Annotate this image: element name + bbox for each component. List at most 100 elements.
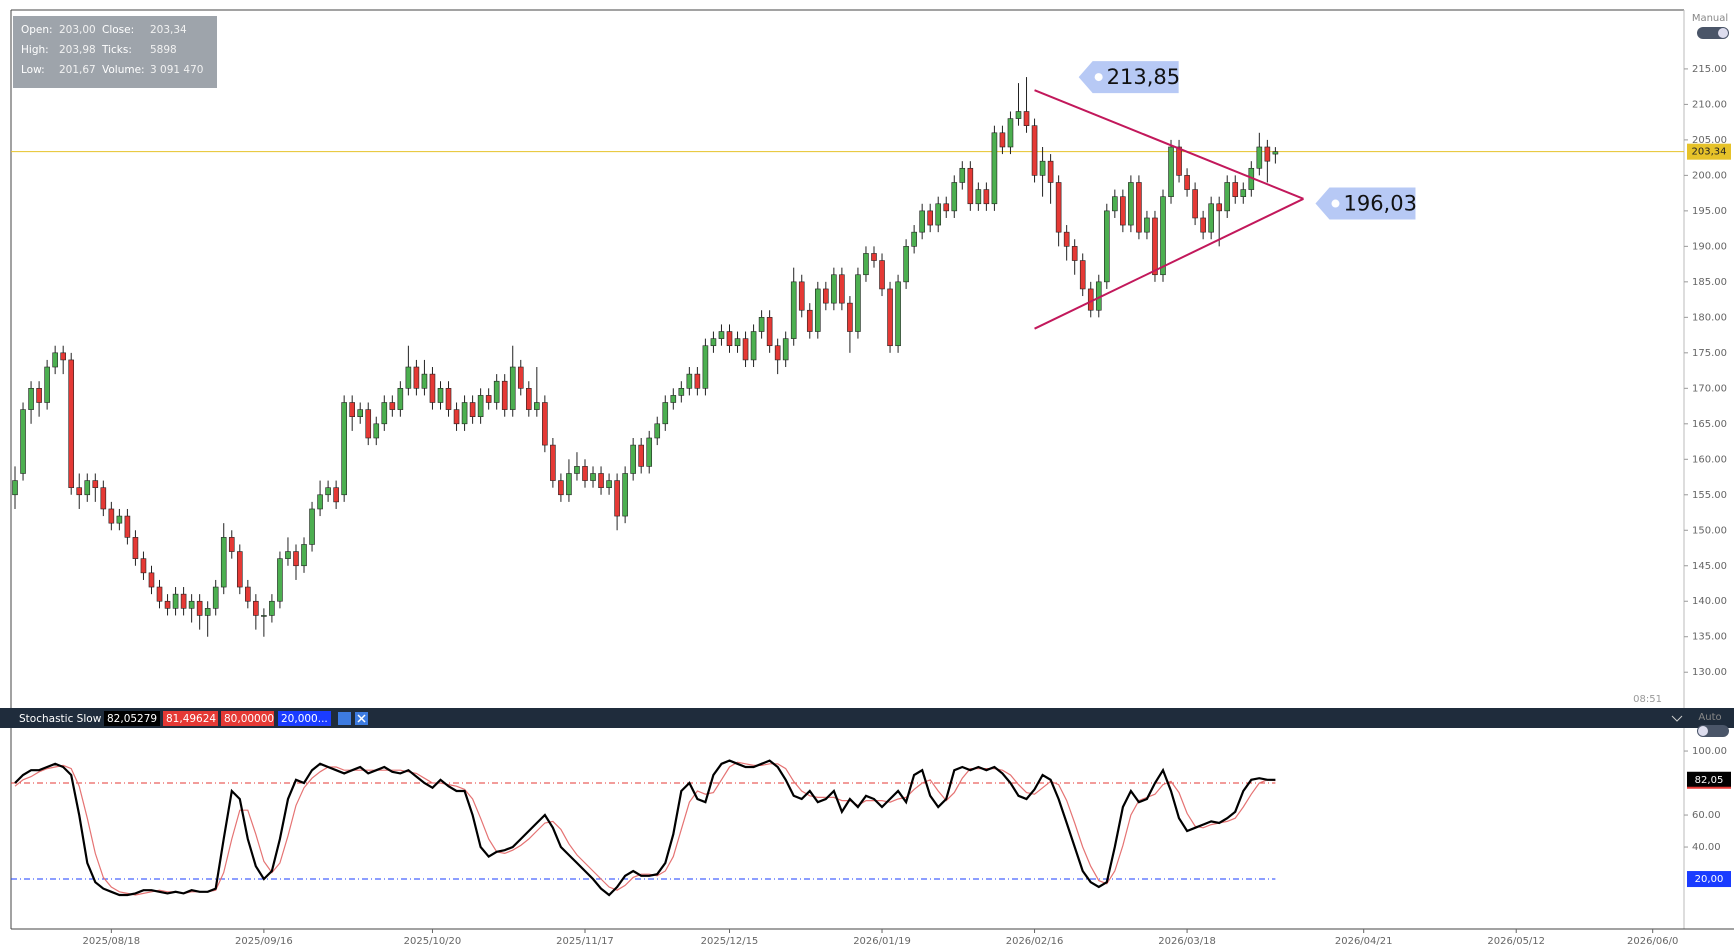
stochastic-line (14, 761, 1276, 896)
candle-body (798, 281, 805, 311)
candle-body (309, 508, 315, 545)
candle-body (630, 444, 636, 474)
candle-body (36, 388, 42, 403)
candle-body (76, 487, 83, 496)
candle-body (582, 466, 588, 481)
candle-body (598, 473, 604, 488)
candle-body (662, 402, 669, 425)
candle-body (60, 352, 66, 361)
callout-dot (1331, 199, 1340, 208)
candle-body (1031, 125, 1038, 176)
candle-body (1015, 111, 1022, 119)
candle-body (20, 409, 26, 474)
toggle-knob (1698, 726, 1708, 736)
candle-body (1264, 146, 1271, 162)
candle-body (341, 402, 347, 496)
x-tick-label: 2026/03/18 (1158, 936, 1216, 947)
candle-body (277, 558, 283, 602)
candle-body (421, 373, 428, 389)
candle-body (927, 210, 933, 226)
y-tick-label: 60.00 (1692, 810, 1721, 821)
candle-body (1240, 189, 1247, 197)
indicator-legend: Stochastic Slow 82,05279 81,49624 80,000… (19, 711, 1683, 726)
candle-body (566, 473, 572, 496)
candle-body (1023, 111, 1030, 126)
y-tick-label: 190.00 (1692, 241, 1727, 252)
indicator-title: Stochastic Slow (19, 713, 102, 725)
candle-body (574, 466, 580, 474)
y-tick-label: 155.00 (1692, 490, 1727, 501)
candle-body (453, 409, 460, 425)
last-k-label: 82,05 (1695, 775, 1724, 786)
y-tick-label: 205.00 (1692, 135, 1727, 146)
candle-body (437, 388, 444, 403)
candle-body (269, 600, 275, 616)
candle-body (1144, 217, 1150, 233)
candle-body (1176, 146, 1182, 176)
callout-label: 213,85 (1107, 65, 1180, 89)
x-tick-label: 2026/04/21 (1335, 936, 1393, 947)
info-label: Low: (21, 64, 45, 76)
candle-body (236, 551, 243, 588)
candle-body (967, 167, 974, 205)
candle-body (871, 253, 877, 261)
candle-body (1208, 203, 1214, 233)
trendline (1034, 197, 1304, 330)
collapse-icon[interactable] (1671, 715, 1683, 722)
info-label: Volume: (102, 64, 145, 76)
y-tick-label: 175.00 (1692, 348, 1727, 359)
x-tick-label: 2025/10/20 (404, 936, 462, 947)
candle-body (1039, 160, 1046, 176)
candle-body (1055, 182, 1062, 233)
candle-body (108, 508, 115, 524)
candle-body (1112, 196, 1118, 212)
candle-body (525, 388, 532, 410)
candle-body (831, 274, 837, 304)
candle-body (782, 338, 789, 361)
close-icon (357, 714, 366, 723)
candle-body (389, 402, 396, 410)
d-badge (163, 711, 218, 726)
candle-body (814, 288, 821, 332)
x-tick-label: 2026/02/16 (1006, 936, 1064, 947)
last-price-label: 203,34 (1692, 147, 1727, 158)
candle-body (702, 345, 709, 389)
y-tick-label: 145.00 (1692, 561, 1727, 572)
info-value: 203,00 (59, 24, 96, 36)
candle-body (863, 253, 869, 276)
candle-body (212, 586, 219, 609)
y-tick-label: 185.00 (1692, 277, 1727, 288)
candle-body (903, 246, 909, 283)
candle-body (550, 444, 556, 481)
candle-body (1007, 118, 1014, 148)
stochastic-line (14, 759, 1276, 897)
candle-body (172, 593, 179, 609)
candle-body (493, 380, 500, 403)
candle-body (983, 189, 990, 205)
candle-body (509, 366, 516, 410)
y-tick-label: 160.00 (1692, 454, 1727, 465)
callout (1078, 61, 1179, 94)
candle-body (1087, 288, 1094, 311)
candle-body (413, 366, 420, 389)
settings-button[interactable] (338, 712, 351, 725)
y-tick-label: 195.00 (1692, 206, 1727, 217)
callout-dot (1094, 73, 1103, 82)
candle-body (1128, 182, 1134, 226)
candle-body (1200, 217, 1206, 233)
candle-body (220, 537, 227, 588)
y-tick-label: 100.00 (1692, 746, 1727, 757)
candle-body (766, 317, 773, 347)
x-tick-label: 2025/12/15 (701, 936, 759, 947)
info-label: Open: (21, 24, 53, 36)
candle-body (477, 395, 484, 418)
candle-body (501, 380, 508, 410)
candle-body (1071, 246, 1078, 261)
candle-body (140, 558, 147, 574)
trendline (1034, 89, 1304, 200)
candle-body (1256, 146, 1263, 169)
candle-body (1272, 151, 1279, 155)
candle-body (156, 586, 163, 602)
candle-body (485, 395, 492, 403)
x-tick-label: 2026/05/12 (1487, 936, 1545, 947)
